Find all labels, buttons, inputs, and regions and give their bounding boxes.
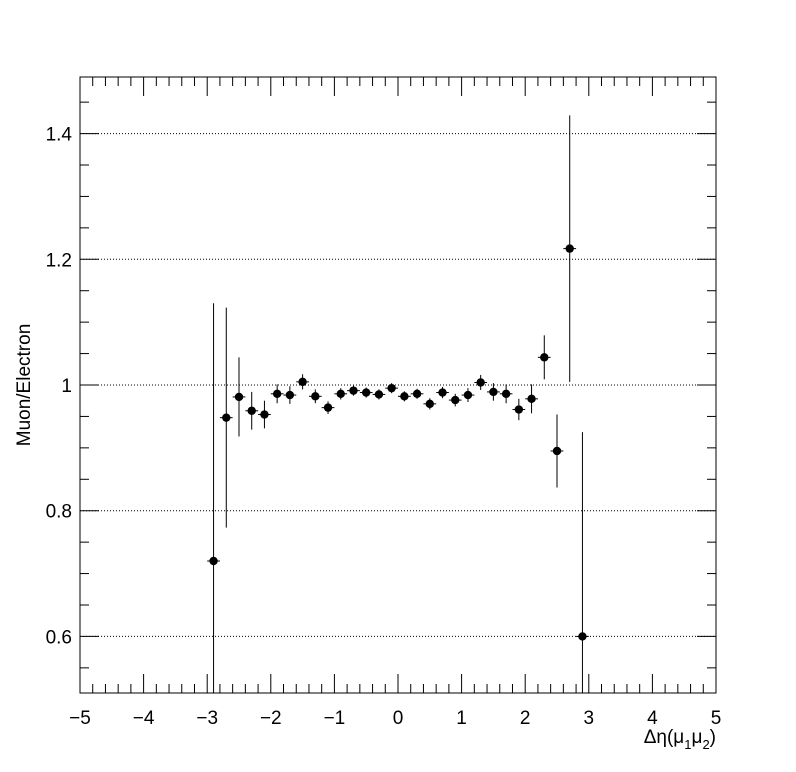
y-tick-label: 1.4 bbox=[46, 125, 73, 146]
x-axis-title-sub2: 2 bbox=[702, 737, 709, 752]
x-tick-label: 0 bbox=[393, 708, 404, 729]
y-tick-label: 0.8 bbox=[46, 502, 72, 523]
data-point bbox=[336, 389, 345, 398]
data-point bbox=[451, 395, 460, 405]
data-point bbox=[272, 389, 282, 398]
grid-lines bbox=[80, 133, 716, 637]
x-tick-label: −5 bbox=[69, 708, 91, 729]
x-axis-title-end: ) bbox=[710, 727, 716, 748]
data-point bbox=[565, 244, 574, 253]
x-tick-label: 2 bbox=[520, 708, 531, 729]
data-point bbox=[387, 383, 396, 393]
data-point bbox=[514, 405, 524, 414]
data-point bbox=[260, 410, 269, 419]
x-tick-label: −3 bbox=[196, 708, 218, 729]
x-axis-title: Δη(μ1μ2) bbox=[644, 727, 716, 752]
x-tick-label: −2 bbox=[260, 708, 282, 729]
data-point bbox=[285, 390, 295, 400]
data-point bbox=[527, 394, 536, 404]
x-tick-label: −4 bbox=[133, 708, 155, 729]
data-point bbox=[540, 353, 549, 362]
data-point bbox=[412, 389, 422, 398]
x-tick-label: 1 bbox=[456, 708, 467, 729]
data-points bbox=[207, 115, 589, 693]
y-tick-label: 1.2 bbox=[46, 250, 72, 271]
y-tick-label: 0.6 bbox=[46, 627, 72, 648]
data-point bbox=[349, 386, 358, 395]
data-point bbox=[489, 387, 498, 397]
data-point bbox=[234, 392, 244, 402]
data-point bbox=[311, 392, 320, 401]
x-tick-label: 3 bbox=[584, 708, 595, 729]
data-point bbox=[247, 406, 256, 415]
data-point bbox=[425, 399, 434, 409]
x-tick-label: 5 bbox=[711, 708, 722, 729]
data-point bbox=[463, 390, 473, 400]
plot-frame bbox=[79, 76, 717, 694]
tick-labels: −5 −4 −3 −2 −1 0 1 2 3 4 5 0.6 0.8 1 1.2 1.4 bbox=[46, 125, 722, 729]
data-point bbox=[323, 403, 333, 412]
axis-ticks bbox=[79, 77, 717, 693]
data-point bbox=[476, 378, 485, 387]
data-point bbox=[400, 392, 409, 401]
x-axis-title-mid: μ bbox=[691, 727, 702, 748]
data-point bbox=[298, 377, 307, 387]
data-point bbox=[578, 632, 587, 641]
data-point bbox=[362, 388, 371, 397]
data-point bbox=[438, 388, 447, 397]
y-tick-label: 1 bbox=[61, 376, 72, 397]
data-point bbox=[222, 413, 231, 422]
x-tick-label: −1 bbox=[324, 708, 346, 729]
x-axis-title-sub1: 1 bbox=[684, 737, 691, 752]
y-axis-title: Muon/Electron bbox=[14, 324, 35, 447]
data-point bbox=[209, 556, 218, 566]
data-point bbox=[501, 389, 511, 398]
data-point bbox=[374, 390, 384, 399]
x-tick-label: 4 bbox=[647, 708, 658, 729]
data-point bbox=[552, 446, 562, 456]
x-axis-title-text: Δη(μ bbox=[644, 727, 685, 748]
